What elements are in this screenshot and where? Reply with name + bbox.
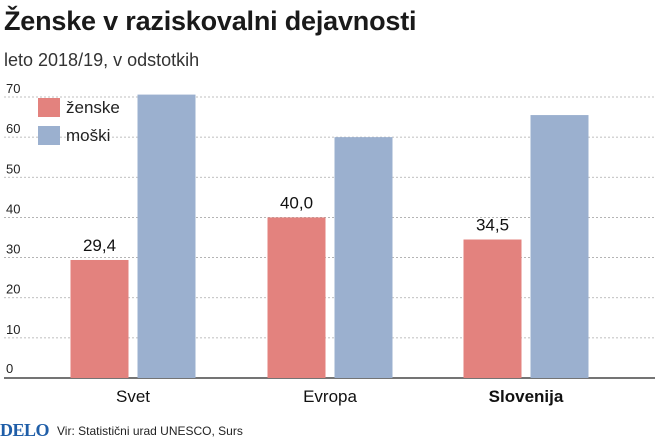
page-title: Ženske v raziskovalni dejavnosti xyxy=(4,6,417,36)
legend-swatch xyxy=(38,98,60,117)
legend-swatch xyxy=(38,126,60,145)
footer: DELO Vir: Statistični urad UNESCO, Surs xyxy=(0,420,243,441)
y-tick-label: 0 xyxy=(6,361,13,376)
bar-zenske-slovenija xyxy=(463,239,522,378)
data-label: 40,0 xyxy=(280,193,313,212)
y-tick-label: 70 xyxy=(6,81,20,96)
page-subtitle: leto 2018/19, v odstotkih xyxy=(4,50,200,70)
y-tick-label: 30 xyxy=(6,242,20,257)
data-label: 29,4 xyxy=(83,236,116,255)
bar-moski-evropa xyxy=(334,137,393,378)
y-tick-label: 20 xyxy=(6,282,20,297)
bar-moski-svet xyxy=(137,94,196,378)
bar-moski-slovenija xyxy=(530,115,589,379)
y-tick-label: 60 xyxy=(6,121,20,136)
category-label: Evropa xyxy=(303,387,357,406)
y-tick-label: 10 xyxy=(6,322,20,337)
data-label: 34,5 xyxy=(476,216,509,235)
category-label: Slovenija xyxy=(489,387,564,406)
y-tick-label: 40 xyxy=(6,201,20,216)
category-label: Svet xyxy=(116,387,150,406)
y-tick-label: 50 xyxy=(6,161,20,176)
legend-label: moški xyxy=(66,126,110,145)
legend-label: ženske xyxy=(66,98,120,117)
delo-logo: DELO xyxy=(0,420,50,440)
bar-zenske-svet xyxy=(70,259,129,378)
bar-zenske-evropa xyxy=(267,217,326,378)
source-note: Vir: Statistični urad UNESCO, Surs xyxy=(57,423,243,438)
